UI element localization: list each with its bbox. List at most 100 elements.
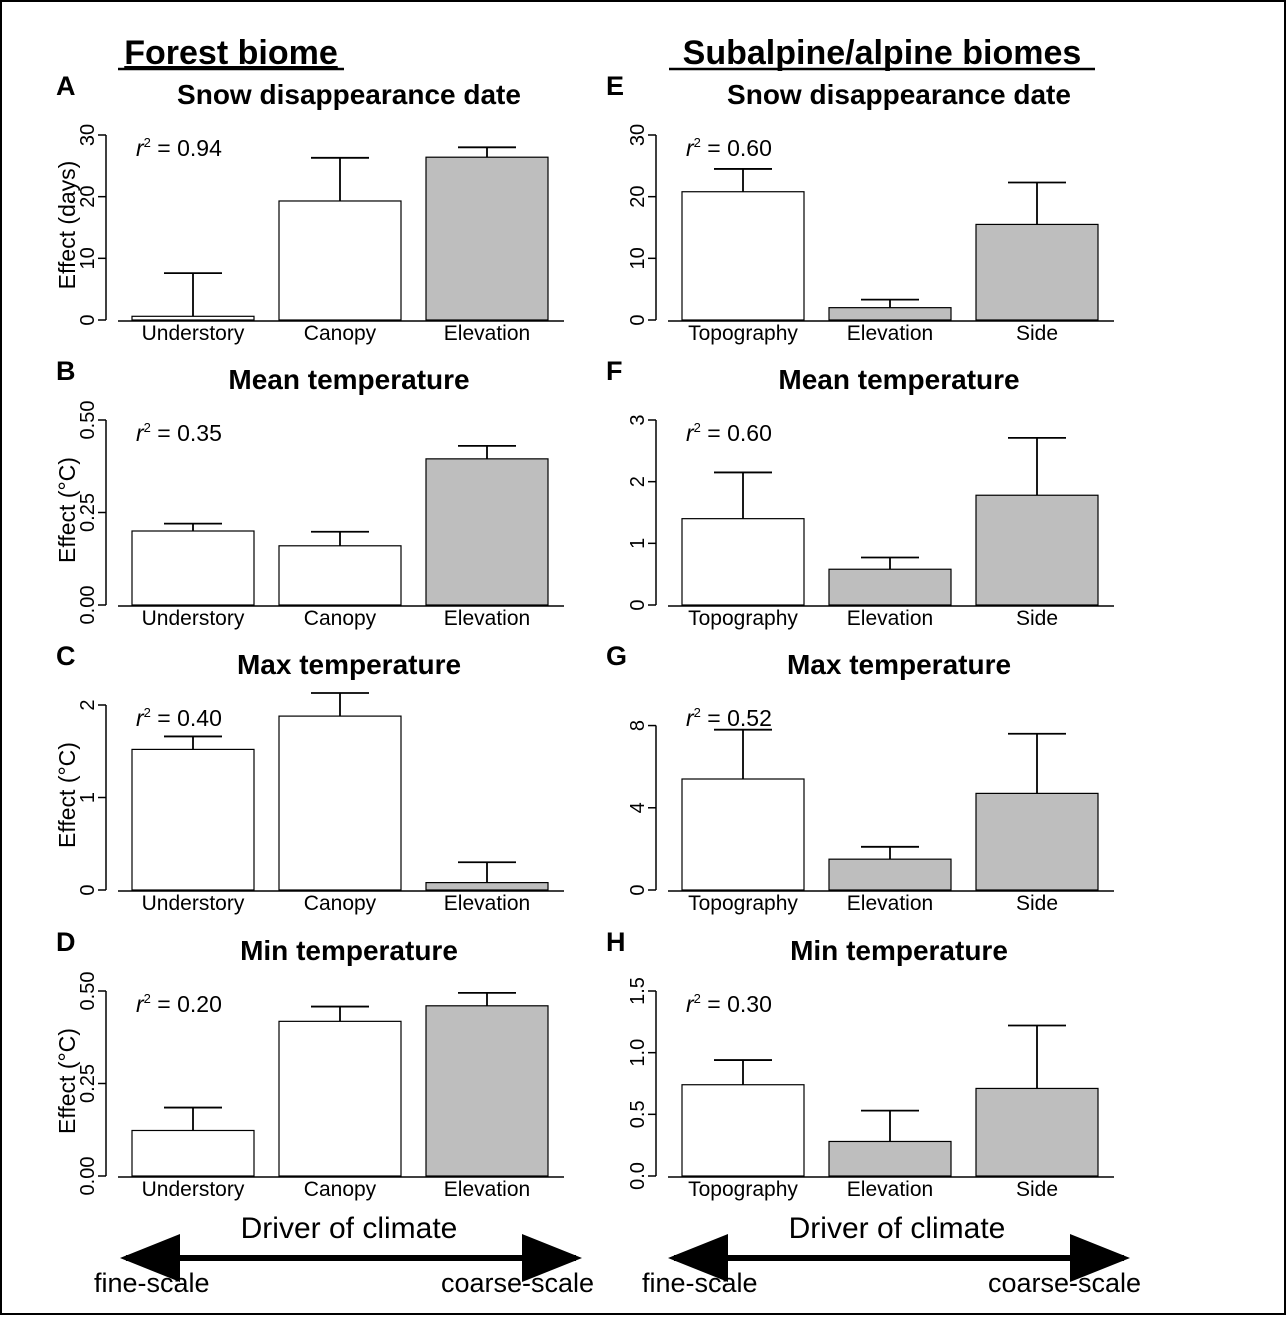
category-label: Side bbox=[1016, 607, 1058, 630]
panel-title: Mean temperature bbox=[778, 364, 1019, 395]
category-label: Elevation bbox=[847, 607, 933, 630]
y-tick-label: 10 bbox=[77, 247, 99, 269]
fine-scale-label-left: fine-scale bbox=[94, 1268, 210, 1298]
category-label: Canopy bbox=[304, 892, 377, 915]
bar-understory bbox=[131, 530, 255, 606]
bar-topography bbox=[681, 191, 805, 321]
category-label: Elevation bbox=[444, 1178, 530, 1201]
bar-elevation bbox=[828, 1140, 952, 1177]
y-tick-label: 0.5 bbox=[627, 1100, 649, 1128]
y-tick-label: 1 bbox=[77, 792, 99, 803]
xlabel-left: Driver of climate bbox=[241, 1212, 458, 1245]
category-label: Understory bbox=[142, 322, 245, 345]
y-tick-label: 0.0 bbox=[627, 1162, 649, 1190]
bar-side bbox=[975, 1087, 1099, 1177]
panel-letter: G bbox=[606, 641, 627, 671]
category-label: Canopy bbox=[304, 607, 377, 630]
category-label: Elevation bbox=[847, 322, 933, 345]
y-axis-label: Effect (days) bbox=[54, 161, 80, 290]
category-label: Elevation bbox=[444, 607, 530, 630]
bar-topography bbox=[681, 1084, 805, 1177]
y-tick-label: 0 bbox=[627, 314, 649, 325]
category-label: Elevation bbox=[847, 892, 933, 915]
y-tick-label: 0.25 bbox=[77, 493, 99, 532]
bar-side bbox=[975, 223, 1099, 321]
y-tick-label: 0 bbox=[77, 884, 99, 895]
bar-elevation bbox=[828, 307, 952, 321]
panel-title: Min temperature bbox=[790, 935, 1008, 966]
bar-elevation bbox=[828, 858, 952, 891]
y-tick-label: 0.50 bbox=[77, 972, 99, 1011]
panel-letter: E bbox=[606, 71, 624, 101]
category-label: Side bbox=[1016, 1178, 1058, 1201]
category-label: Topography bbox=[688, 1178, 798, 1201]
category-label: Topography bbox=[688, 892, 798, 915]
category-label: Canopy bbox=[304, 322, 377, 345]
bar-canopy bbox=[278, 200, 402, 321]
panel-c: C Max temperature 0 1 2 Effect (°C) r2 = 0.40 U… bbox=[54, 641, 564, 915]
y-tick-label: 0.25 bbox=[77, 1064, 99, 1103]
panel-letter: C bbox=[56, 641, 76, 671]
y-tick-label: 0.00 bbox=[77, 1157, 99, 1196]
category-label: Elevation bbox=[847, 1178, 933, 1201]
category-label: Understory bbox=[142, 607, 245, 630]
r2-annotation: r2 = 0.40 bbox=[136, 705, 222, 731]
y-tick-label: 3 bbox=[627, 414, 649, 425]
category-label: Canopy bbox=[304, 1178, 377, 1201]
panel-e: E Snow disappearance date 0 10 20 30 r2 = 0.60… bbox=[606, 71, 1114, 345]
bar-understory bbox=[131, 748, 255, 891]
y-tick-label: 0 bbox=[627, 599, 649, 610]
bar-topography bbox=[681, 518, 805, 606]
y-axis-label: Effect (°C) bbox=[54, 1028, 80, 1134]
panel-title: Min temperature bbox=[240, 935, 458, 966]
panel-title: Snow disappearance date bbox=[727, 79, 1071, 110]
y-tick-label: 0.50 bbox=[77, 401, 99, 440]
category-label: Side bbox=[1016, 322, 1058, 345]
bar-canopy bbox=[278, 715, 402, 891]
r2-annotation: r2 = 0.30 bbox=[686, 991, 772, 1017]
bar-elevation bbox=[425, 881, 549, 891]
y-tick-label: 30 bbox=[627, 124, 649, 146]
y-tick-label: 1.0 bbox=[627, 1039, 649, 1067]
bar-understory bbox=[131, 1129, 255, 1177]
y-tick-label: 20 bbox=[77, 186, 99, 208]
bar-canopy bbox=[278, 1020, 402, 1177]
bar-elevation bbox=[425, 1005, 549, 1177]
coarse-scale-label-left: coarse-scale bbox=[441, 1268, 594, 1298]
panel-letter: B bbox=[56, 356, 76, 386]
r2-annotation: r2 = 0.60 bbox=[686, 420, 772, 446]
bar-side bbox=[975, 792, 1099, 891]
r2-annotation: r2 = 0.94 bbox=[136, 135, 222, 161]
panel-g: G Max temperature 0 4 8 r2 = 0.52 Topography El… bbox=[606, 641, 1114, 915]
panel-letter: D bbox=[56, 927, 76, 957]
y-tick-label: 0 bbox=[77, 314, 99, 325]
category-label: Understory bbox=[142, 892, 245, 915]
bar-elevation bbox=[425, 458, 549, 606]
category-label: Elevation bbox=[444, 892, 530, 915]
bar-side bbox=[975, 494, 1099, 606]
panel-letter: H bbox=[606, 927, 626, 957]
fine-scale-label-right: fine-scale bbox=[642, 1268, 758, 1298]
y-tick-label: 1.5 bbox=[627, 977, 649, 1005]
y-tick-label: 2 bbox=[77, 699, 99, 710]
r2-annotation: r2 = 0.60 bbox=[686, 135, 772, 161]
panel-letter: F bbox=[606, 356, 623, 386]
r2-annotation: r2 = 0.52 bbox=[686, 705, 772, 731]
y-axis-label: Effect (°C) bbox=[54, 742, 80, 848]
y-tick-label: 4 bbox=[627, 802, 649, 813]
bar-elevation bbox=[425, 156, 549, 321]
panel-h: H Min temperature 0.0 0.5 1.0 1.5 r2 = 0.30 Top… bbox=[606, 927, 1114, 1201]
y-tick-label: 0.00 bbox=[77, 586, 99, 625]
coarse-scale-label-right: coarse-scale bbox=[988, 1268, 1141, 1298]
bar-topography bbox=[681, 778, 805, 891]
category-label: Elevation bbox=[444, 322, 530, 345]
panel-title: Max temperature bbox=[237, 649, 461, 680]
panel-a: A Snow disappearance date 0 10 20 30 Effect (d… bbox=[54, 71, 564, 345]
r2-annotation: r2 = 0.35 bbox=[136, 420, 222, 446]
y-tick-label: 2 bbox=[627, 476, 649, 487]
panel-letter: A bbox=[56, 71, 76, 101]
y-tick-label: 10 bbox=[627, 247, 649, 269]
